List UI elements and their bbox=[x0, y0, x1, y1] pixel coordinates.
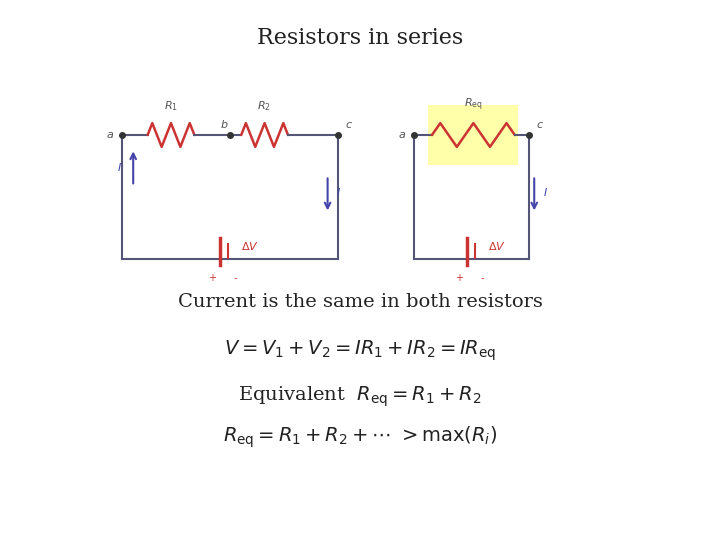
Text: -: - bbox=[481, 273, 484, 283]
Text: $R_2$: $R_2$ bbox=[257, 99, 271, 113]
Text: a: a bbox=[398, 130, 405, 140]
Text: +: + bbox=[455, 273, 464, 283]
Text: a: a bbox=[107, 130, 114, 140]
Text: b: b bbox=[221, 119, 228, 130]
Text: $R_1$: $R_1$ bbox=[163, 99, 178, 113]
Text: Current is the same in both resistors: Current is the same in both resistors bbox=[178, 293, 542, 312]
Text: Resistors in series: Resistors in series bbox=[257, 27, 463, 49]
Text: $V = V_1 + V_2 = IR_1 + IR_2 = IR_{\rm eq}$: $V = V_1 + V_2 = IR_1 + IR_2 = IR_{\rm e… bbox=[224, 339, 496, 363]
Bar bbox=[428, 105, 518, 165]
Text: c: c bbox=[536, 119, 543, 130]
Text: $\Delta V$: $\Delta V$ bbox=[241, 240, 259, 252]
Text: -: - bbox=[234, 273, 237, 283]
Text: $\Delta V$: $\Delta V$ bbox=[488, 240, 506, 252]
Text: $I$: $I$ bbox=[543, 186, 548, 198]
Text: $R_{\rm eq} = R_1 + R_2 + \cdots\ > \max(R_i)$: $R_{\rm eq} = R_1 + R_2 + \cdots\ > \max… bbox=[223, 424, 497, 450]
Text: $I$: $I$ bbox=[336, 186, 341, 198]
Text: +: + bbox=[208, 273, 217, 283]
Text: c: c bbox=[346, 119, 352, 130]
Text: Equivalent  $R_{\rm eq} = R_1 + R_2$: Equivalent $R_{\rm eq} = R_1 + R_2$ bbox=[238, 384, 482, 409]
Text: $I$: $I$ bbox=[117, 161, 122, 173]
Text: $R_{\rm eq}$: $R_{\rm eq}$ bbox=[464, 97, 482, 113]
